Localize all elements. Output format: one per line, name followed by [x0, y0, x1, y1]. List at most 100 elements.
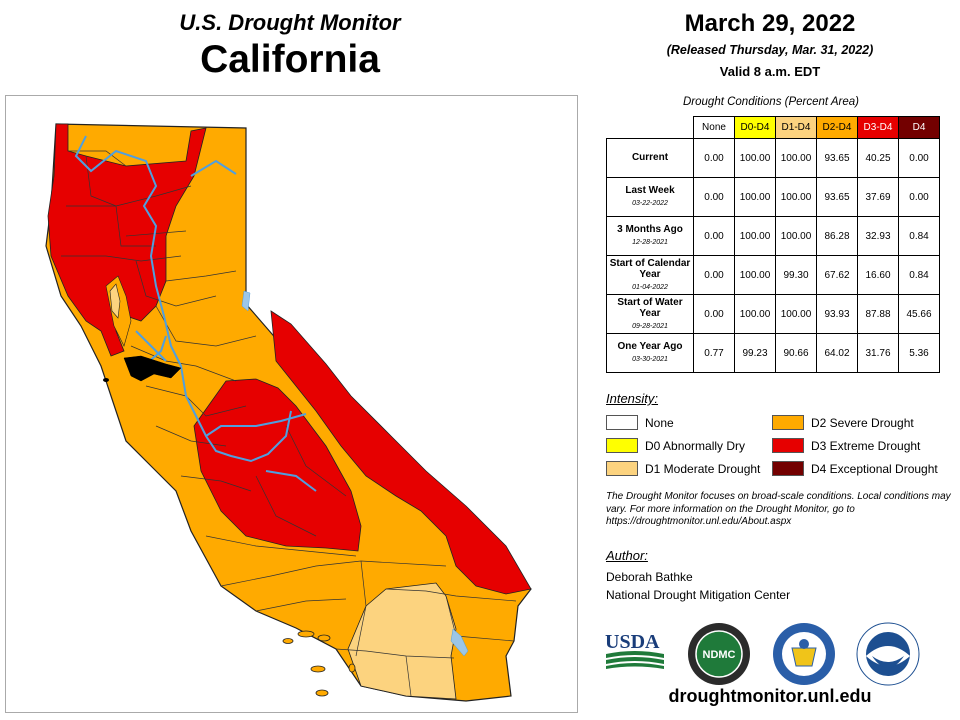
table-header-row: None D0-D4 D1-D4 D2-D4 D3-D4 D4 [606, 116, 940, 139]
table-cell: 37.69 [857, 177, 899, 217]
row-label-text: Start of Calendar Year [609, 257, 691, 280]
d3-central-region [193, 378, 362, 552]
author-organization: National Drought Mitigation Center [606, 588, 791, 602]
table-cell: 45.66 [898, 294, 940, 334]
table-caption: Drought Conditions (Percent Area) [683, 96, 859, 108]
drought-map [5, 95, 578, 713]
legend-item: D1 Moderate Drought [606, 461, 760, 476]
row-date: 12-28-2021 [632, 239, 668, 246]
legend-title: Intensity: [606, 391, 659, 406]
table-cell: 0.00 [898, 177, 940, 217]
ndmc-logo-text: NDMC [703, 649, 736, 661]
column-header: D0-D4 [734, 116, 776, 139]
legend-item: None [606, 415, 674, 430]
row-label-text: Last Week [625, 185, 675, 196]
table-cell: 64.02 [816, 333, 858, 373]
table-cell: 0.00 [693, 177, 735, 217]
table-row: One Year Ago 03-30-2021 0.77 99.23 90.66 64.0… [606, 333, 940, 373]
bay-area-water [123, 355, 182, 382]
table-row: Start of Calendar Year 01-04-2022 0.00 100.… [606, 255, 940, 295]
legend-swatch [606, 415, 638, 430]
legend-item: D0 Abnormally Dry [606, 438, 745, 453]
table-cell: 16.60 [857, 255, 899, 295]
author-name: Deborah Bathke [606, 570, 693, 584]
row-date: 09-28-2021 [632, 322, 668, 330]
table-cell: 0.00 [693, 255, 735, 295]
legend-item: D4 Exceptional Drought [772, 461, 938, 476]
column-header: D4 [898, 116, 940, 139]
d3-north-region [47, 123, 207, 357]
legend-swatch [772, 438, 804, 453]
release-date: (Released Thursday, Mar. 31, 2022) [666, 43, 874, 57]
table-row: Start of Water Year 09-28-2021 0.00 100.00 1… [606, 294, 940, 334]
map-date: March 29, 2022 [684, 10, 856, 37]
table-cell: 100.00 [734, 294, 776, 334]
legend-label: None [645, 415, 674, 430]
table-cell: 0.00 [693, 138, 735, 178]
noaa-logo [856, 622, 920, 686]
table-cell: 0.77 [693, 333, 735, 373]
lake-tahoe [241, 290, 251, 312]
legend-label: D3 Extreme Drought [811, 438, 921, 453]
table-cell: 87.88 [857, 294, 899, 334]
row-label: Last Week 03-22-2022 [606, 177, 694, 217]
disclaimer-note: The Drought Monitor focuses on broad-sca… [606, 491, 951, 527]
table-cell: 100.00 [775, 294, 817, 334]
commerce-seal [772, 622, 836, 686]
legend-swatch [606, 461, 638, 476]
island [103, 378, 109, 382]
legend-item: D3 Extreme Drought [772, 438, 920, 453]
table-cell: 100.00 [734, 255, 776, 295]
table-row: 3 Months Ago 12-28-2021 0.00 100.00 100.00 86… [606, 216, 940, 256]
table-cell: 31.76 [857, 333, 899, 373]
legend-label: D1 Moderate Drought [645, 461, 761, 476]
table-cell: 100.00 [775, 216, 817, 256]
state-name: California [200, 38, 380, 81]
row-date: 01-04-2022 [632, 283, 668, 291]
legend-item: D2 Severe Drought [772, 415, 914, 430]
row-label-text: One Year Ago [617, 341, 683, 352]
island [317, 634, 331, 642]
california-map-svg [45, 123, 532, 702]
row-date: 03-22-2022 [632, 200, 668, 207]
table-cell: 0.00 [693, 216, 735, 256]
valid-time: Valid 8 a.m. EDT [719, 64, 821, 79]
usda-logo: USDA [604, 628, 666, 670]
map-title: U.S. Drought Monitor [179, 10, 401, 35]
website-link[interactable]: droughtmonitor.unl.edu [668, 686, 872, 706]
row-date: 03-30-2021 [632, 356, 668, 363]
table-body: Current 0.00 100.00 100.00 93.65 40.25 0.00 Las… [606, 138, 940, 373]
row-label: Current [606, 138, 694, 178]
row-label: Start of Calendar Year 01-04-2022 [606, 255, 694, 295]
table-cell: 100.00 [734, 177, 776, 217]
legend-swatch [772, 415, 804, 430]
table-cell: 0.84 [898, 216, 940, 256]
table-cell: 5.36 [898, 333, 940, 373]
row-label-text: 3 Months Ago [617, 224, 683, 235]
table-cell: 90.66 [775, 333, 817, 373]
table-cell: 93.65 [816, 177, 858, 217]
column-header: D1-D4 [775, 116, 817, 139]
table-cell: 67.62 [816, 255, 858, 295]
legend-label: D2 Severe Drought [811, 415, 914, 430]
table-cell: 32.93 [857, 216, 899, 256]
table-cell: 0.00 [898, 138, 940, 178]
salton-sea [450, 628, 469, 657]
table-cell: 99.30 [775, 255, 817, 295]
ndmc-logo: NDMC [687, 622, 751, 686]
table-header-corner [606, 116, 694, 139]
author-heading: Author: [606, 548, 648, 563]
legend-swatch [606, 438, 638, 453]
table-cell: 0.00 [693, 294, 735, 334]
legend-swatch [772, 461, 804, 476]
table-cell: 0.84 [898, 255, 940, 295]
row-label-text: Current [631, 151, 669, 163]
row-label: One Year Ago 03-30-2021 [606, 333, 694, 373]
table-cell: 93.93 [816, 294, 858, 334]
d1-moderate-area [347, 582, 457, 700]
legend-label: D0 Abnormally Dry [645, 438, 746, 453]
column-header: D3-D4 [857, 116, 899, 139]
table-cell: 100.00 [775, 138, 817, 178]
d3-east-band [270, 310, 532, 595]
table-cell: 93.65 [816, 138, 858, 178]
